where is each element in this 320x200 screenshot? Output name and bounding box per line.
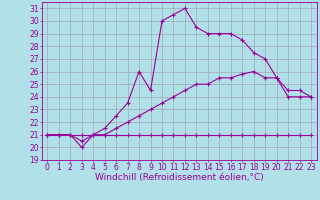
X-axis label: Windchill (Refroidissement éolien,°C): Windchill (Refroidissement éolien,°C) [95,173,264,182]
